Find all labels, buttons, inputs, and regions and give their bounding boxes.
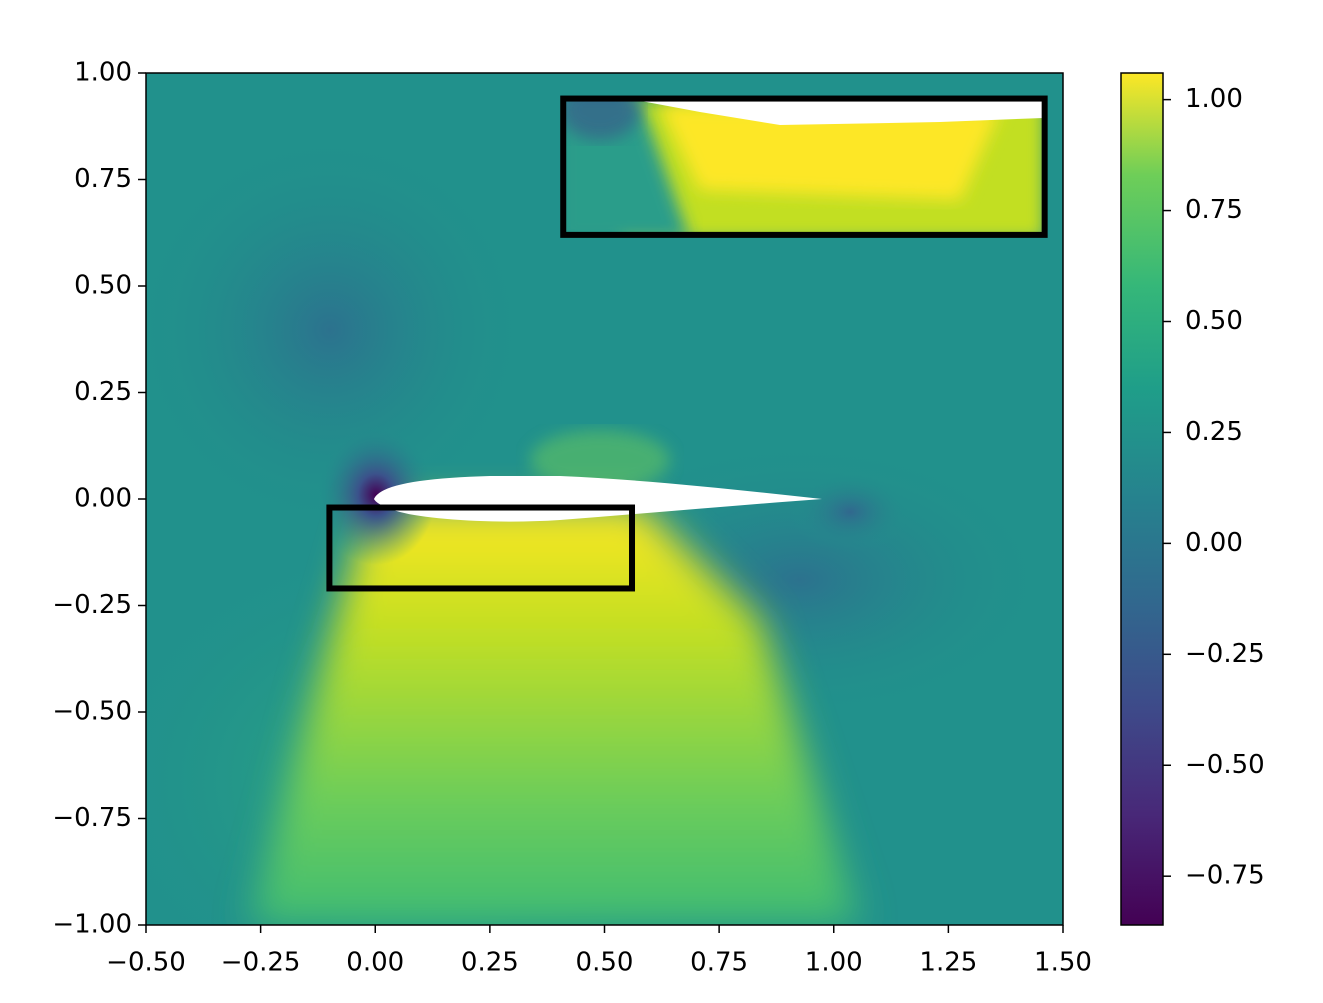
y-tick-label: 0.50 — [74, 271, 132, 301]
x-tick-label: 1.50 — [1034, 948, 1092, 978]
y-tick-label: 1.00 — [74, 58, 132, 88]
field-region — [250, 505, 860, 925]
field-region — [316, 425, 436, 565]
airfoil — [630, 99, 1043, 125]
y-tick-label: 0.75 — [74, 164, 132, 194]
x-tick-label: 0.25 — [461, 948, 519, 978]
x-tick-label: −0.50 — [106, 948, 186, 978]
colorbar-tick-label: −0.50 — [1185, 750, 1265, 780]
x-tick-label: 0.00 — [346, 948, 404, 978]
y-tick-label: 0.00 — [74, 484, 132, 514]
y-tick-label: −0.25 — [52, 590, 132, 620]
x-tick-label: 0.75 — [690, 948, 748, 978]
colorbar-tick-label: 0.25 — [1185, 417, 1243, 447]
x-tick-label: −0.25 — [221, 948, 301, 978]
colorbar-tick-label: 0.75 — [1185, 195, 1243, 225]
field-region — [790, 472, 910, 552]
field — [146, 73, 1063, 925]
field-region — [562, 99, 640, 140]
highlight-box — [326, 504, 636, 592]
y-tick-label: −1.00 — [52, 910, 132, 940]
colorbar-tick-label: 1.00 — [1185, 84, 1243, 114]
y-tick-label: 0.25 — [74, 377, 132, 407]
colorbar — [1120, 72, 1164, 926]
inset-field — [562, 99, 1043, 233]
highlight-box — [560, 95, 1048, 238]
colorbar-tick-label: 0.00 — [1185, 528, 1243, 558]
y-tick-label: −0.50 — [52, 697, 132, 727]
field-region — [146, 130, 530, 530]
colorbar-tick-label: −0.25 — [1185, 639, 1265, 669]
colorbar-tick-label: 0.50 — [1185, 306, 1243, 336]
x-tick-label: 1.00 — [805, 948, 863, 978]
field-region — [660, 105, 1000, 200]
colorbar-tick-label: −0.75 — [1185, 861, 1265, 891]
field-region — [530, 430, 670, 490]
x-tick-label: 0.50 — [576, 948, 634, 978]
x-tick-label: 1.25 — [919, 948, 977, 978]
y-tick-label: −0.75 — [52, 803, 132, 833]
